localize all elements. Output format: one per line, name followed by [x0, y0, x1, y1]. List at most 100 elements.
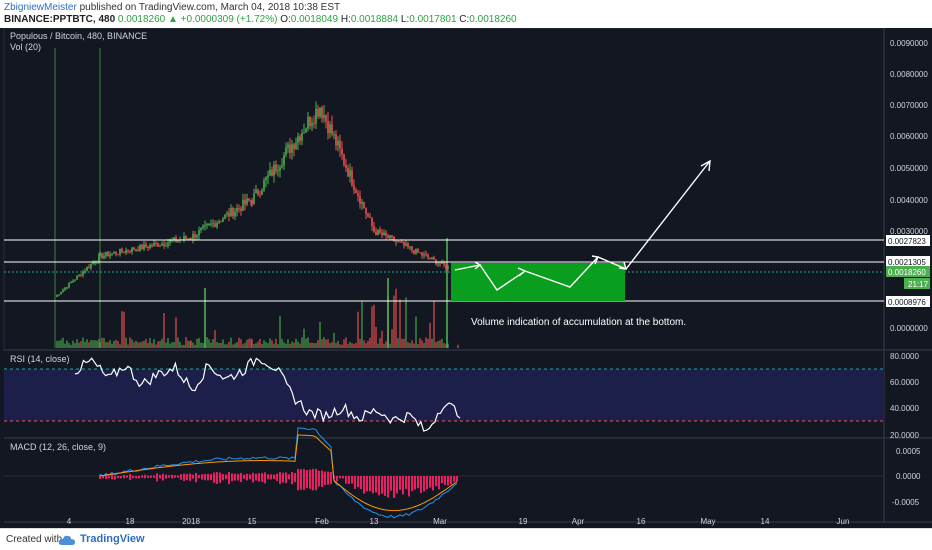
volume-bar — [161, 338, 163, 348]
candle-body — [115, 252, 117, 255]
candle-body — [401, 241, 403, 243]
volume-bar — [259, 338, 261, 348]
candle-body — [391, 235, 393, 237]
volume-bar — [218, 343, 220, 348]
candle-body — [169, 240, 171, 243]
candle-body — [177, 240, 179, 242]
volume-bar — [208, 339, 210, 348]
volume-bar — [70, 344, 72, 348]
macd-hist-bar — [111, 474, 113, 480]
candle-body — [88, 266, 90, 268]
macd-hist-bar — [162, 473, 164, 481]
volume-bar — [80, 341, 82, 348]
candle-body — [58, 294, 60, 296]
candle-body — [357, 193, 359, 197]
chart-svg[interactable]: Populous / Bitcoin, 480, BINANCE Vol (20… — [0, 27, 932, 528]
candle-body — [383, 232, 385, 235]
candle-body — [202, 225, 204, 229]
volume-bar — [347, 344, 349, 348]
candle-body — [387, 235, 389, 239]
volume-bar — [228, 341, 230, 348]
volume-bar — [220, 342, 222, 348]
candle-body — [214, 223, 216, 227]
candle-body — [206, 224, 208, 226]
candle-body — [337, 140, 339, 146]
author-link[interactable]: ZbigniewMeister — [4, 2, 77, 13]
macd-hist-bar — [408, 476, 410, 497]
candle-body — [147, 246, 149, 249]
chart-area[interactable]: Populous / Bitcoin, 480, BINANCE Vol (20… — [0, 27, 932, 528]
volume-bar — [202, 343, 204, 348]
candle-body — [224, 214, 226, 219]
volume-bar — [210, 342, 212, 348]
projection-path[interactable] — [454, 159, 711, 291]
candle-body — [299, 136, 301, 141]
volume-bar — [183, 344, 185, 348]
volume-bar — [125, 337, 127, 348]
tradingview-link[interactable]: TradingView — [80, 533, 145, 545]
accumulation-box[interactable] — [451, 263, 625, 301]
volume-bar — [365, 343, 367, 348]
macd-hist-bar — [144, 474, 146, 479]
high-value: 0.0018884 — [350, 14, 399, 25]
volume-bar — [349, 341, 351, 348]
candle-body — [343, 154, 345, 165]
volume-bar — [279, 316, 281, 348]
high-key: H: — [340, 14, 351, 25]
time-tick: Feb — [315, 517, 329, 526]
volume-bar — [343, 339, 345, 348]
volume-bar — [181, 344, 183, 348]
rsi-tick: 40.0000 — [890, 404, 919, 413]
last-price: 0.0018260 — [117, 14, 166, 25]
candle-body — [98, 254, 100, 262]
volume-bar — [101, 337, 103, 348]
candle-body — [281, 165, 283, 168]
candle-body — [307, 116, 309, 129]
volume-bar — [115, 339, 117, 348]
volume-annotation: Volume indication of accumulation at the… — [471, 317, 686, 328]
candle-body — [246, 198, 248, 205]
volume-bar — [68, 342, 70, 348]
volume-bar — [113, 340, 115, 348]
candle-body — [78, 274, 80, 276]
candle-body — [251, 200, 253, 204]
time-tick: 2018 — [182, 517, 200, 526]
volume-bar — [297, 341, 299, 348]
candle-body — [353, 185, 355, 191]
candle-body — [285, 147, 287, 155]
volume-bar — [143, 340, 145, 348]
price-axis: 0.0090000 0.0080000 0.0070000 0.0060000 … — [890, 39, 928, 333]
candle-body — [74, 279, 76, 281]
macd-hist-bar — [210, 473, 212, 481]
price-tick: 0.0060000 — [890, 132, 928, 141]
volume-bar — [281, 338, 283, 348]
candle-body — [103, 255, 105, 259]
volume-spike — [387, 278, 389, 348]
candle-body — [230, 207, 232, 217]
macd-pane-title: MACD (12, 26, close, 9) — [10, 442, 106, 452]
candle-body — [407, 243, 409, 247]
candle-body — [265, 177, 267, 181]
macd-hist-bar — [429, 476, 431, 488]
volume-bar — [169, 343, 171, 348]
candle-body — [399, 241, 401, 243]
candle-body — [208, 223, 210, 225]
candle-body — [275, 164, 277, 172]
volume-bar — [391, 329, 393, 348]
candle-body — [419, 252, 421, 254]
macd-hist-bar — [102, 476, 104, 479]
macd-line — [99, 427, 458, 519]
macd-tick: 0.0005 — [896, 447, 921, 456]
macd-hist-bar — [381, 476, 383, 494]
candle-body — [90, 263, 92, 268]
volume-bar — [105, 342, 107, 348]
candle-body — [80, 274, 82, 276]
candle-body — [427, 254, 429, 258]
volume-bar — [377, 343, 379, 348]
macd-hist-bar — [231, 473, 233, 482]
macd-hist-bar — [375, 476, 377, 493]
published-text: published on TradingView.com, March 04, … — [79, 2, 341, 13]
macd-hist-bar — [447, 476, 449, 486]
candle-body — [303, 132, 305, 134]
candle-body — [301, 133, 303, 141]
